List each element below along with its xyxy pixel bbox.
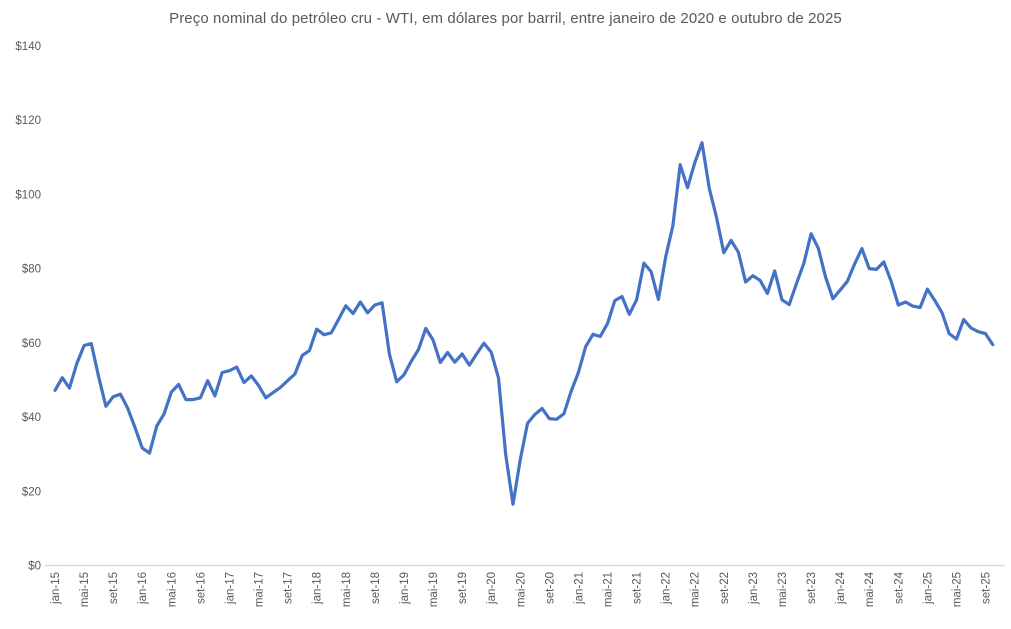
x-axis-tick-label: set-25	[981, 572, 993, 604]
x-axis-tick-label: jan-24	[835, 571, 847, 605]
y-axis-tick-label: $140	[15, 41, 41, 53]
y-axis-tick-label: $120	[15, 115, 41, 127]
x-axis-tick-labels: jan-15 mai-15 set-15 jan-16 mai-16 set-16 jan-…	[50, 571, 993, 607]
x-axis-tick-label: jan-15	[50, 572, 62, 605]
x-axis-tick-label: set-16	[195, 572, 207, 604]
x-axis-tick-label: set-24	[893, 571, 905, 604]
x-axis-tick-label: jan-16	[137, 572, 149, 605]
x-axis-tick-label: jan-22	[661, 572, 673, 605]
x-axis-tick-label: set-19	[457, 572, 469, 604]
y-axis-tick-label: $80	[22, 264, 41, 276]
y-axis-tick-label: $0	[28, 561, 41, 573]
x-axis-tick-label: set-23	[806, 572, 818, 604]
x-axis-tick-label: jan-21	[573, 572, 585, 605]
chart-title: Preço nominal do petróleo cru - WTI, em …	[169, 10, 842, 27]
y-axis-tick-label: $60	[22, 338, 41, 350]
price-line-series	[53, 141, 995, 506]
x-axis-tick-label: set-21	[632, 572, 644, 604]
x-axis-tick-label: mai-21	[603, 572, 615, 607]
x-axis-tick-label: jan-25	[922, 572, 934, 605]
x-axis-tick-label: mai-20	[515, 572, 527, 607]
y-axis-tick-label: $40	[22, 412, 41, 424]
x-axis-tick-label: mai-19	[428, 572, 440, 607]
x-axis-tick-label: mai-23	[777, 572, 789, 607]
x-axis-tick-label: set-17	[283, 572, 295, 604]
x-axis-tick-label: mai-15	[79, 572, 91, 607]
y-axis-tick-label: $100	[15, 189, 41, 201]
x-axis-tick-label: set-22	[719, 572, 731, 604]
x-axis-tick-label: mai-24	[864, 571, 876, 607]
y-axis-tick-labels: $0 $20 $40 $60 $80 $100 $120 $140	[15, 41, 41, 573]
x-axis-tick-label: mai-17	[254, 572, 266, 607]
x-axis-tick-label: mai-22	[690, 572, 702, 607]
x-axis-tick-label: set-18	[370, 572, 382, 604]
y-axis-tick-label: $20	[22, 486, 41, 498]
x-axis-tick-label: set-15	[108, 572, 120, 604]
x-axis-tick-label: mai-16	[166, 572, 178, 607]
x-axis-tick-label: jan-19	[399, 572, 411, 605]
x-axis-tick-label: set-20	[544, 572, 556, 604]
x-axis-tick-label: jan-18	[312, 572, 324, 605]
x-axis-tick-label: jan-17	[225, 572, 237, 605]
x-axis-tick-label: mai-25	[952, 572, 964, 607]
x-axis-tick-label: mai-18	[341, 572, 353, 607]
x-axis-tick-label: jan-20	[486, 572, 498, 605]
x-axis-tick-label: jan-23	[748, 572, 760, 605]
